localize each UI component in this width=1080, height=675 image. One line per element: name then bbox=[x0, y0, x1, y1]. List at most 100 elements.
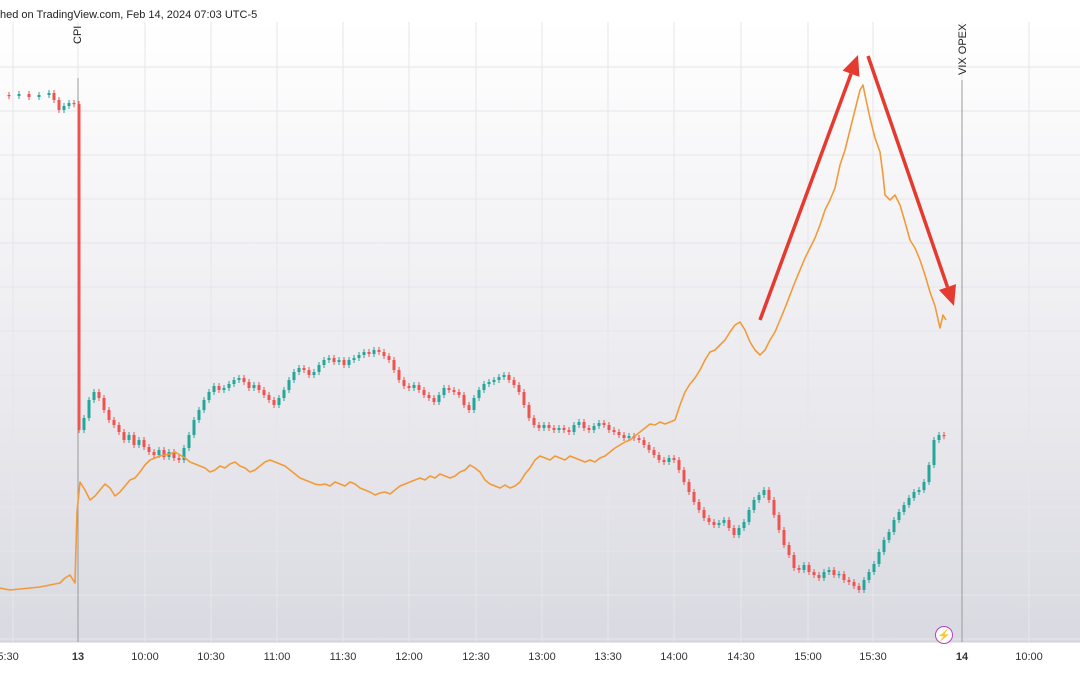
candle-body bbox=[137, 440, 141, 445]
candle-body bbox=[232, 380, 236, 384]
candle-body bbox=[757, 495, 761, 500]
candle-body bbox=[602, 423, 606, 425]
candle-body bbox=[667, 458, 671, 462]
x-tick: 10:30 bbox=[197, 651, 225, 663]
candle-body bbox=[412, 385, 416, 388]
candle-body bbox=[197, 410, 201, 420]
x-tick: 13:00 bbox=[528, 651, 556, 663]
arrow-head bbox=[938, 284, 957, 306]
candle-body bbox=[432, 398, 436, 402]
candle-body bbox=[202, 400, 206, 410]
candle-body bbox=[472, 398, 476, 410]
candle-body bbox=[837, 574, 841, 576]
candle-body bbox=[72, 103, 76, 105]
candle-body bbox=[647, 445, 651, 450]
candle-body bbox=[927, 465, 931, 482]
candle-body bbox=[87, 400, 91, 418]
candle-body bbox=[507, 375, 511, 380]
candle-body bbox=[872, 564, 876, 572]
candle-body bbox=[417, 385, 421, 390]
candle-body bbox=[97, 392, 101, 398]
candle-body bbox=[67, 103, 71, 106]
x-tick: 15:00 bbox=[794, 651, 822, 663]
candle-body bbox=[882, 540, 886, 552]
candle-body bbox=[247, 382, 251, 388]
x-tick: 14 bbox=[955, 651, 969, 663]
candle-body bbox=[277, 398, 281, 405]
candle-body bbox=[122, 432, 126, 440]
x-tick: 14:30 bbox=[727, 651, 755, 663]
arrow-shaft bbox=[866, 55, 950, 288]
candle-body bbox=[867, 572, 871, 580]
candle-body bbox=[627, 436, 631, 438]
candle-body bbox=[152, 452, 156, 455]
candle-body bbox=[737, 528, 741, 535]
candle-body bbox=[902, 505, 906, 512]
x-tick: 12:00 bbox=[395, 651, 423, 663]
candle-body bbox=[772, 500, 776, 515]
candle-body bbox=[357, 355, 361, 358]
candle-body bbox=[282, 390, 286, 398]
candle-body bbox=[352, 358, 356, 360]
candle-body bbox=[692, 492, 696, 502]
candle-body bbox=[677, 460, 681, 470]
candle-body bbox=[172, 452, 176, 458]
candle-body bbox=[822, 572, 826, 578]
candle-body bbox=[62, 106, 66, 110]
candle-body bbox=[132, 435, 136, 445]
candle-body bbox=[657, 455, 661, 460]
candle-body bbox=[577, 422, 581, 425]
candle-body bbox=[932, 440, 936, 465]
candle-body bbox=[672, 458, 676, 460]
x-tick: 15:30 bbox=[0, 651, 19, 663]
candle-body bbox=[92, 392, 96, 400]
candle-body bbox=[37, 95, 41, 97]
candle-body bbox=[547, 425, 551, 428]
candle-body bbox=[272, 400, 276, 405]
candle-body bbox=[237, 378, 241, 380]
candle-body bbox=[462, 395, 466, 405]
candle-body bbox=[697, 502, 701, 510]
candle-body bbox=[887, 532, 891, 540]
candle-body bbox=[682, 470, 686, 482]
candle-body bbox=[907, 498, 911, 505]
candle-body bbox=[807, 565, 811, 572]
candle-body bbox=[777, 515, 781, 530]
candle-body bbox=[537, 425, 541, 428]
x-tick: 13 bbox=[71, 651, 85, 663]
candle-body bbox=[47, 93, 51, 95]
candle-body bbox=[267, 395, 271, 400]
candle-body bbox=[797, 568, 801, 570]
candle-body bbox=[7, 95, 11, 97]
arrow-shaft bbox=[758, 73, 853, 321]
x-tick: 12:30 bbox=[462, 651, 490, 663]
candle-body bbox=[327, 358, 331, 360]
candle-body bbox=[212, 386, 216, 392]
candle-body bbox=[742, 522, 746, 528]
candle-body bbox=[787, 545, 791, 555]
candle-body bbox=[852, 582, 856, 586]
candle-body bbox=[587, 428, 591, 430]
candle-body bbox=[402, 380, 406, 386]
candle-body bbox=[297, 368, 301, 372]
candle-body bbox=[312, 372, 316, 375]
candle-body bbox=[57, 100, 61, 110]
candle-body bbox=[652, 450, 656, 455]
lightning-icon[interactable]: ⚡ bbox=[935, 626, 953, 644]
x-tick: 11:00 bbox=[263, 651, 291, 663]
candle-body bbox=[942, 435, 946, 437]
candle-body bbox=[287, 380, 291, 390]
plot-background bbox=[0, 22, 1080, 642]
candle-body bbox=[622, 435, 626, 438]
candle-body bbox=[827, 570, 831, 572]
x-tick: 11:30 bbox=[329, 651, 357, 663]
candle-body bbox=[147, 447, 151, 452]
candle-body bbox=[617, 432, 621, 435]
candle-body bbox=[522, 392, 526, 405]
candle-body bbox=[572, 425, 576, 432]
candle-body bbox=[707, 518, 711, 522]
candle-body bbox=[422, 390, 426, 395]
candle-body bbox=[227, 384, 231, 388]
candle-body bbox=[257, 385, 261, 390]
